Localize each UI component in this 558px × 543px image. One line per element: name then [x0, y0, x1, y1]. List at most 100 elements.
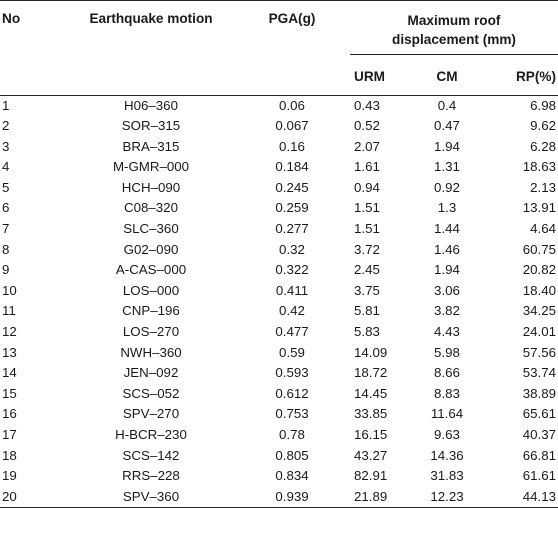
table-row: 8 G02–090 0.32 3.72 1.46 60.75 [0, 240, 558, 261]
cell-earthquake-motion: SPV–360 [62, 486, 240, 509]
table-row: 13 NWH–360 0.59 14.09 5.98 57.56 [0, 343, 558, 364]
table-header: No Earthquake motion PGA(g) Maximum roof… [0, 0, 558, 96]
cell-earthquake-motion: SPV–270 [122, 406, 180, 422]
cell-cm: 1.94 [434, 262, 460, 278]
cell-urm: 43.27 [354, 447, 388, 463]
cell-no: 5 [2, 179, 10, 195]
table-row: 20 SPV–360 0.939 21.89 12.23 44.13 [0, 486, 558, 509]
cell-cm: 1.46 [434, 241, 460, 257]
cell-no: 20 [0, 486, 62, 509]
cell-rp: 60.75 [522, 241, 556, 257]
cell-rp: 61.61 [522, 468, 556, 484]
cell-rp: 2.13 [530, 179, 556, 195]
cell-urm: 0.43 [354, 97, 380, 113]
cell-cm: 1.44 [434, 221, 460, 237]
cell-earthquake-motion: SOR–315 [121, 118, 181, 134]
cell-pga: 0.753 [275, 406, 309, 422]
cell-cm: 9.63 [434, 427, 460, 442]
cell-urm: 2.45 [354, 262, 380, 278]
header-pga: PGA(g) [240, 0, 344, 96]
cell-no: 14 [2, 365, 17, 381]
cell-cm: 31.83 [430, 468, 464, 484]
cell-earthquake-motion: LOS–000 [122, 282, 180, 298]
cell-pga: 0.184 [275, 159, 309, 175]
cell-rp: 38.89 [522, 385, 556, 401]
table-row: 9 A-CAS–000 0.322 2.45 1.94 20.82 [0, 260, 558, 281]
cell-no: 1 [2, 97, 10, 113]
table-row: 12 LOS–270 0.477 5.83 4.43 24.01 [0, 322, 558, 343]
cell-pga: 0.834 [275, 468, 309, 484]
cell-cm: 0.4 [437, 97, 457, 113]
cell-earthquake-motion: JEN–092 [123, 365, 179, 381]
cell-urm: 33.85 [354, 406, 388, 422]
cell-urm: 18.72 [354, 365, 388, 381]
cell-cm: 1.94 [434, 138, 460, 154]
cell-urm: 16.15 [354, 427, 388, 442]
table-row: 18 SCS–142 0.805 43.27 14.36 66.81 [0, 446, 558, 467]
cell-earthquake-motion: G02–090 [123, 241, 179, 257]
cell-cm: 12.23 [410, 486, 484, 509]
cell-earthquake-motion: H-BCR–230 [115, 427, 187, 442]
cell-earthquake-motion: A-CAS–000 [115, 262, 187, 278]
cell-urm: 82.91 [354, 468, 388, 484]
cell-rp: 6.28 [530, 138, 556, 154]
header-max-line-1: Maximum roof [407, 13, 501, 28]
table-row: 5 HCH–090 0.245 0.94 0.92 2.13 [0, 178, 558, 199]
table-row: 16 SPV–270 0.753 33.85 11.64 65.61 [0, 404, 558, 425]
cell-urm: 0.52 [354, 118, 380, 134]
cell-pga: 0.805 [275, 447, 309, 463]
cell-earthquake-motion: M-GMR–000 [112, 159, 190, 175]
cell-cm: 8.83 [434, 385, 460, 401]
cell-no: 17 [2, 427, 17, 442]
cell-no: 10 [2, 282, 17, 298]
cell-pga: 0.259 [275, 200, 309, 216]
table-body: 1 H06–360 0.06 0.43 0.4 6.98 2 SOR–315 0.067 0.52… [0, 95, 558, 509]
cell-earthquake-motion: RRS–228 [122, 468, 180, 484]
cell-rp: 18.63 [522, 159, 556, 175]
cell-urm: 14.09 [354, 344, 388, 360]
cell-pga: 0.939 [240, 486, 344, 509]
cell-urm: 0.94 [354, 179, 380, 195]
cell-rp: 20.82 [522, 262, 556, 278]
header-row-2: URM CM RP(%) [0, 55, 558, 96]
cell-no: 19 [2, 468, 17, 484]
cell-cm: 5.98 [434, 344, 460, 360]
cell-cm: 11.64 [430, 406, 464, 422]
cell-pga: 0.477 [275, 324, 309, 340]
cell-pga: 0.067 [275, 118, 309, 134]
cell-no: 12 [2, 324, 17, 340]
cell-no: 8 [2, 241, 10, 257]
cell-pga: 0.32 [279, 241, 305, 257]
cell-cm: 3.82 [434, 303, 460, 319]
roof-displacement-table: No Earthquake motion PGA(g) Maximum roof… [0, 0, 558, 509]
cell-rp: 6.98 [530, 97, 556, 113]
cell-rp: 66.81 [522, 447, 556, 463]
table-row: 10 LOS–000 0.411 3.75 3.06 18.40 [0, 281, 558, 302]
cell-rp: 9.62 [530, 118, 556, 134]
cell-no: 15 [2, 385, 17, 401]
cell-urm: 1.51 [354, 200, 380, 216]
cell-earthquake-motion: SCS–052 [122, 385, 180, 401]
cell-pga: 0.411 [275, 282, 309, 298]
cell-cm: 1.31 [434, 159, 460, 175]
cell-urm: 5.83 [354, 324, 380, 340]
cell-pga: 0.612 [275, 385, 309, 401]
header-no: No [0, 0, 62, 96]
cell-no: 7 [2, 221, 10, 237]
cell-earthquake-motion: CNP–196 [122, 303, 180, 319]
table-row: 3 BRA–315 0.16 2.07 1.94 6.28 [0, 137, 558, 158]
header-urm: URM [344, 55, 410, 96]
cell-urm: 1.51 [354, 221, 380, 237]
cell-pga: 0.42 [279, 303, 305, 319]
cell-pga: 0.16 [279, 138, 305, 154]
cell-earthquake-motion: SLC–360 [123, 221, 179, 237]
cell-pga: 0.593 [275, 365, 309, 381]
cell-pga: 0.277 [275, 221, 309, 237]
cell-urm: 14.45 [354, 385, 388, 401]
table-row: 1 H06–360 0.06 0.43 0.4 6.98 [0, 95, 558, 116]
cell-rp: 13.91 [522, 200, 556, 216]
table-row: 17 H-BCR–230 0.78 16.15 9.63 40.37 [0, 425, 558, 446]
cell-no: 16 [2, 406, 17, 422]
cell-cm: 0.92 [434, 179, 460, 195]
cell-urm: 1.61 [354, 159, 380, 175]
